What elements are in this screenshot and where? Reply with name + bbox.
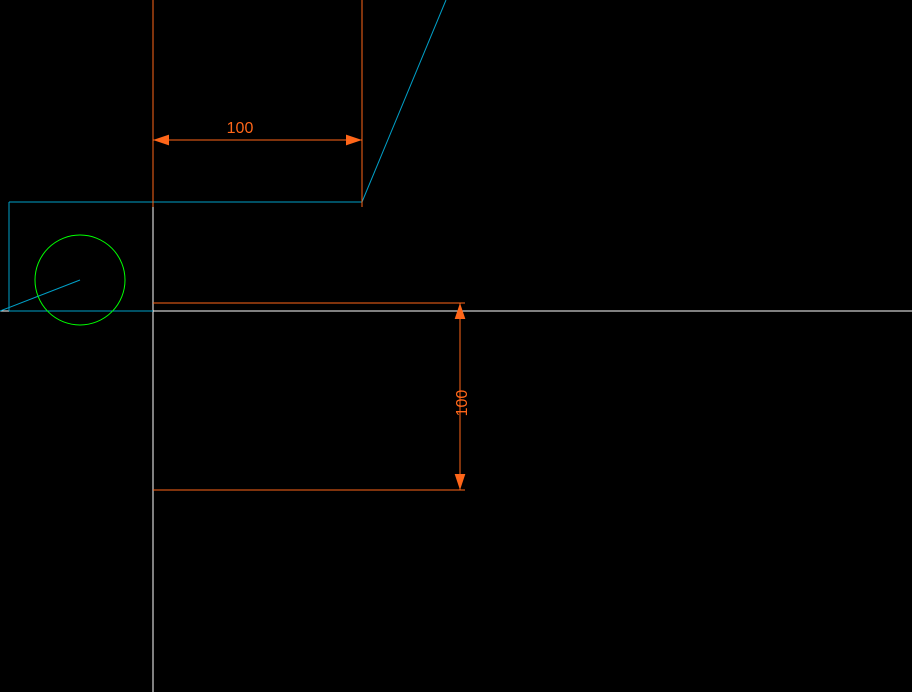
dim-h-text: 100: [227, 120, 254, 137]
dim-v-text: 100: [454, 390, 471, 417]
geometry-line-5: [0, 280, 80, 311]
geometry-line-4: [362, 0, 446, 202]
dim-h-arrow-right: [346, 135, 362, 146]
cad-canvas[interactable]: 100 100: [0, 0, 912, 692]
dim-h-arrow-left: [153, 135, 169, 146]
dim-v-arrow-bottom: [455, 474, 466, 490]
